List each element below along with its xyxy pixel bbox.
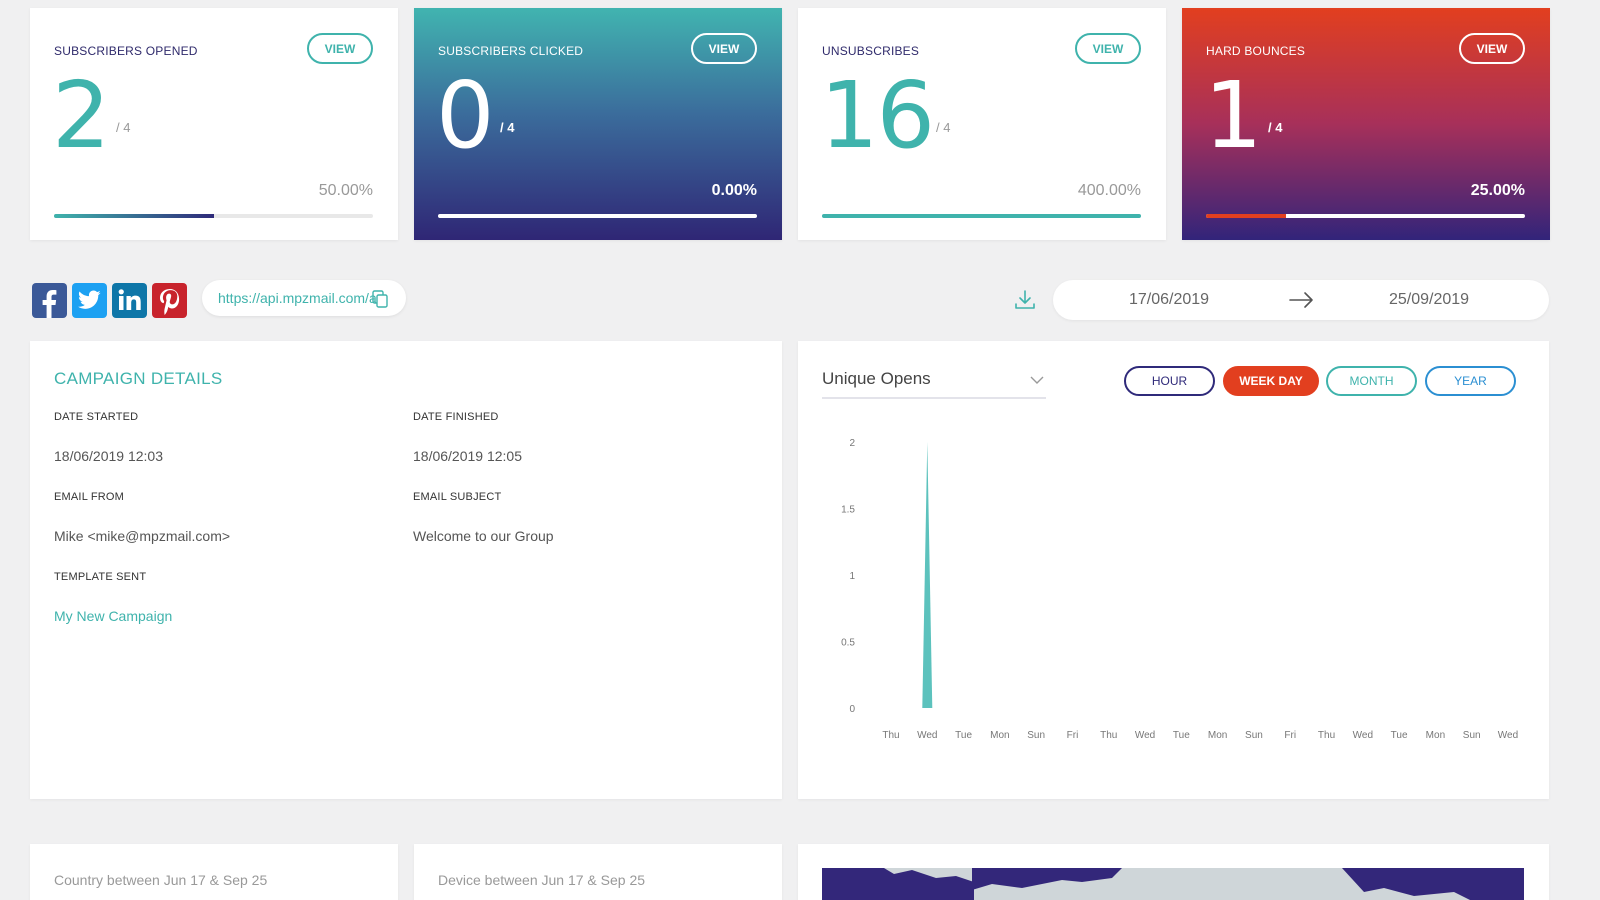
linkedin-icon[interactable]	[112, 283, 147, 318]
x-tick-label: Sun	[1245, 730, 1263, 741]
x-tick-label: Tue	[1391, 730, 1408, 741]
twitter-icon[interactable]	[72, 283, 107, 318]
period-weekday-button[interactable]: WEEK DAY	[1223, 366, 1319, 396]
stat-card-opened: SUBSCRIBERS OPENED VIEW 2 / 4 50.00%	[30, 8, 398, 240]
email-from-value: Mike <mike@mpzmail.com>	[54, 528, 231, 544]
stat-denominator: / 4	[500, 120, 515, 135]
world-map-card	[798, 844, 1549, 900]
stat-value: 0	[436, 62, 495, 169]
x-tick-label: Mon	[990, 730, 1009, 741]
campaign-details-panel: CAMPAIGN DETAILS DATE STARTED 18/06/2019…	[30, 341, 782, 799]
stat-value: 16	[820, 62, 935, 169]
x-tick-label: Tue	[1173, 730, 1190, 741]
stat-title: UNSUBSCRIBES	[822, 44, 920, 58]
y-tick-label: 1.5	[841, 505, 855, 516]
x-tick-label: Fri	[1284, 730, 1296, 741]
date-finished-value: 18/06/2019 12:05	[413, 448, 522, 464]
country-card: Country between Jun 17 & Sep 25	[30, 844, 398, 900]
x-tick-label: Wed	[1498, 730, 1518, 741]
x-tick-label: Wed	[1353, 730, 1373, 741]
stat-progress-bar	[1206, 214, 1525, 218]
x-tick-label: Thu	[882, 730, 899, 741]
metric-select-value: Unique Opens	[822, 369, 931, 388]
arrow-right-icon	[1289, 292, 1313, 308]
stat-card-unsubscribes: UNSUBSCRIBES VIEW 16 / 4 400.00%	[798, 8, 1166, 240]
share-link-text: https://api.mpzmail.com/api	[218, 290, 376, 306]
stat-value: 1	[1204, 62, 1263, 169]
date-end[interactable]: 25/09/2019	[1389, 291, 1470, 308]
template-link[interactable]: My New Campaign	[54, 608, 173, 624]
stat-progress-bar	[54, 214, 373, 218]
y-tick-label: 0	[849, 704, 855, 715]
stat-percent: 50.00%	[318, 182, 373, 199]
email-from-label: EMAIL FROM	[54, 491, 125, 503]
period-hour-button[interactable]: HOUR	[1124, 366, 1215, 396]
metric-select[interactable]: Unique Opens	[822, 365, 1046, 399]
y-tick-label: 2	[849, 438, 855, 449]
x-tick-label: Wed	[917, 730, 937, 741]
stat-denominator: / 4	[116, 120, 131, 135]
date-start[interactable]: 17/06/2019	[1129, 291, 1210, 308]
period-month-button[interactable]: MONTH	[1326, 366, 1417, 396]
world-map-land	[822, 868, 1524, 900]
stat-percent: 0.00%	[711, 182, 757, 199]
period-year-button[interactable]: YEAR	[1425, 366, 1516, 396]
x-tick-label: Fri	[1067, 730, 1079, 741]
stat-title: HARD BOUNCES	[1206, 44, 1306, 58]
stat-card-clicked: SUBSCRIBERS CLICKED VIEW 0 / 4 0.00%	[414, 8, 782, 240]
date-started-value: 18/06/2019 12:03	[54, 448, 163, 464]
x-tick-label: Thu	[1100, 730, 1117, 741]
x-tick-label: Thu	[1318, 730, 1335, 741]
x-tick-label: Tue	[955, 730, 972, 741]
pinterest-icon[interactable]	[152, 283, 187, 318]
email-subject-label: EMAIL SUBJECT	[413, 491, 502, 503]
x-tick-label: Sun	[1027, 730, 1045, 741]
copy-icon[interactable]	[370, 289, 390, 309]
y-tick-label: 1	[849, 571, 855, 582]
stat-value: 2	[52, 62, 111, 169]
date-finished-label: DATE FINISHED	[413, 411, 499, 423]
country-caption: Country between Jun 17 & Sep 25	[54, 872, 268, 888]
stat-progress-bar	[822, 214, 1141, 218]
stat-title: SUBSCRIBERS CLICKED	[438, 44, 584, 58]
date-range-picker[interactable]: 17/06/2019 25/09/2019	[1053, 280, 1549, 320]
y-tick-label: 0.5	[841, 638, 855, 649]
x-tick-label: Mon	[1208, 730, 1227, 741]
stat-card-hard-bounces: HARD BOUNCES VIEW 1 / 4 25.00%	[1182, 8, 1550, 240]
download-icon[interactable]	[1013, 288, 1037, 312]
x-tick-label: Mon	[1426, 730, 1445, 741]
stat-denominator: / 4	[936, 120, 951, 135]
series-area[interactable]	[922, 442, 933, 708]
opens-chart: 0 0.5 1 1.5 2 Thu Wed Tue Mon Sun Fri Thu Wed Tue Mon S…	[841, 438, 1518, 741]
view-unsubscribes-button[interactable]: VIEW	[1075, 33, 1141, 64]
device-caption: Device between Jun 17 & Sep 25	[438, 872, 646, 888]
x-tick-label: Sun	[1463, 730, 1481, 741]
share-link-field[interactable]: https://api.mpzmail.com/api	[202, 280, 406, 316]
stat-progress-fill	[1206, 214, 1286, 218]
template-sent-label: TEMPLATE SENT	[54, 571, 147, 583]
view-hard-bounces-button[interactable]: VIEW	[1459, 33, 1525, 64]
stat-progress-bar	[438, 214, 757, 218]
chevron-down-icon	[1030, 376, 1044, 384]
view-opened-button[interactable]: VIEW	[307, 33, 373, 64]
stat-percent: 400.00%	[1077, 182, 1141, 199]
stat-title: SUBSCRIBERS OPENED	[54, 44, 198, 58]
facebook-icon[interactable]	[32, 283, 67, 318]
email-subject-value: Welcome to our Group	[413, 528, 554, 544]
world-map[interactable]	[822, 868, 1524, 900]
view-clicked-button[interactable]: VIEW	[691, 33, 757, 64]
stat-percent: 25.00%	[1470, 182, 1525, 199]
opens-chart-panel: 0 0.5 1 1.5 2 Thu Wed Tue Mon Sun Fri Thu Wed Tue Mon S…	[798, 341, 1549, 799]
campaign-details-heading: CAMPAIGN DETAILS	[54, 369, 223, 388]
stat-progress-fill	[822, 214, 1141, 218]
stat-progress-fill	[54, 214, 214, 218]
device-card: Device between Jun 17 & Sep 25	[414, 844, 782, 900]
stat-denominator: / 4	[1268, 120, 1283, 135]
date-started-label: DATE STARTED	[54, 411, 139, 423]
x-tick-label: Wed	[1135, 730, 1155, 741]
